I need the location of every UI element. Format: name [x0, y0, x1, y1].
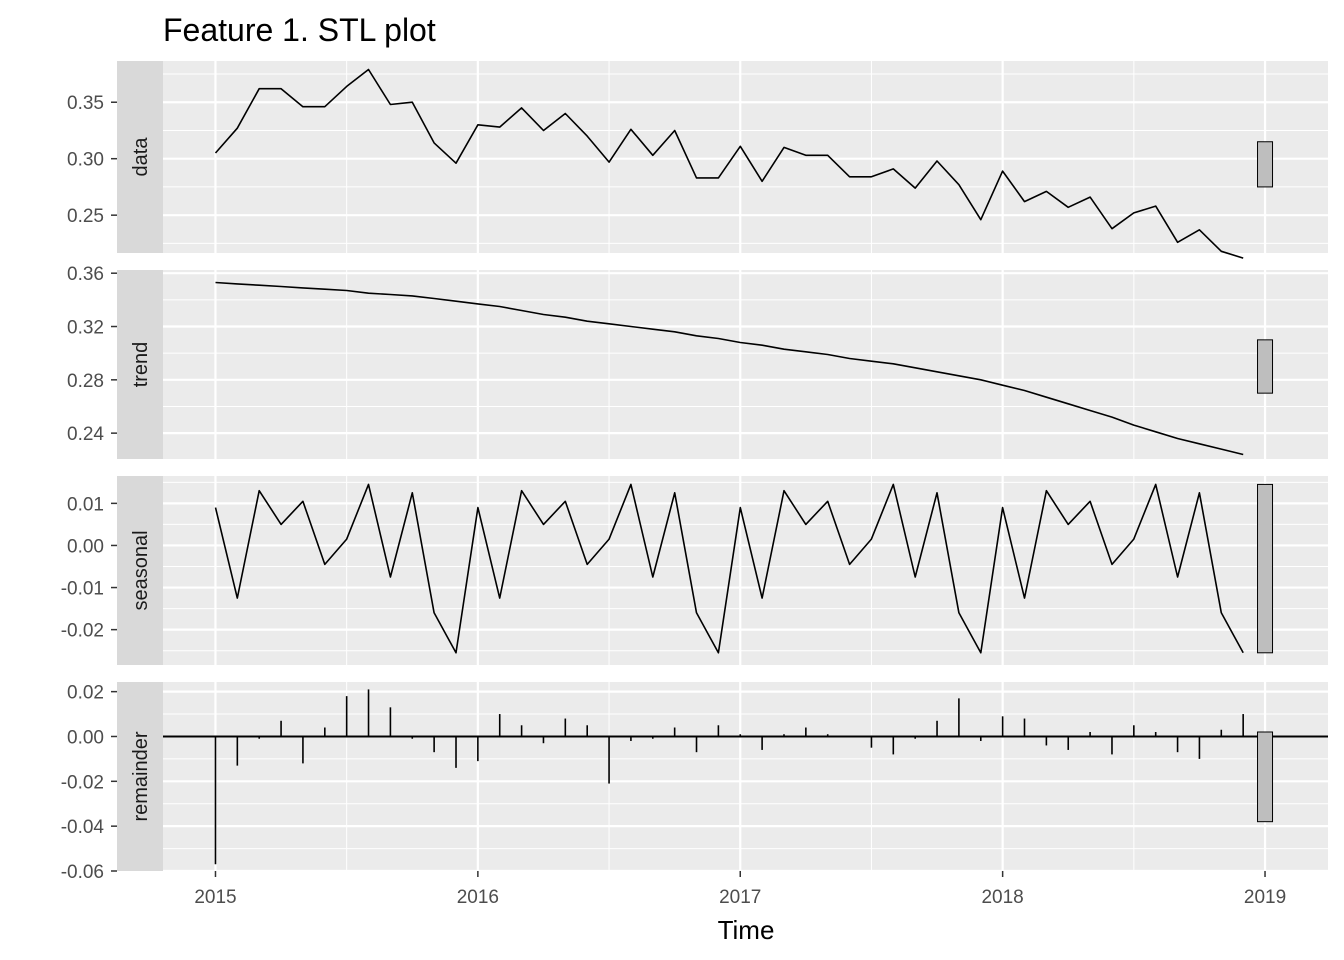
x-tick-label: 2018 [981, 887, 1023, 908]
y-tick-label: 0.00 [67, 536, 104, 557]
strip-label-remainder: remainder [130, 731, 152, 821]
y-tick-label: 0.30 [67, 150, 104, 171]
x-axis-title: Time [718, 915, 775, 945]
x-tick-label: 2015 [194, 887, 236, 908]
chart-title: Feature 1. STL plot [163, 12, 436, 48]
strip-data [117, 61, 163, 253]
series-line-seasonal [214, 483, 1244, 654]
x-tick-label: 2019 [1244, 887, 1286, 908]
y-tick-label: -0.01 [61, 579, 104, 600]
y-tick-label: 0.00 [67, 727, 104, 748]
panel-background [163, 61, 1328, 253]
x-axis: 2015 2016 2017 2018 2019 [194, 871, 1286, 908]
y-tick-label: 0.25 [67, 206, 104, 227]
panel-seasonal: seasonal -0.02 -0.01 0.00 0.01 [61, 476, 1328, 665]
y-tick-label: 0.28 [67, 371, 104, 392]
strip-label-trend: trend [130, 342, 152, 388]
series-line-data [214, 68, 1244, 259]
strip-trend [117, 270, 163, 459]
y-tick-label: 0.36 [67, 264, 104, 285]
y-tick-label: -0.04 [61, 817, 105, 838]
strip-remainder [117, 682, 163, 871]
y-tick-label: -0.02 [61, 621, 104, 642]
y-tick-label: -0.06 [61, 862, 104, 883]
x-tick-label: 2016 [457, 887, 499, 908]
panel-remainder: remainder -0.06 -0.04 -0.02 0.00 0.02 [61, 682, 1328, 883]
strip-label-seasonal: seasonal [130, 530, 152, 610]
panels-layer: data 0.25 0.30 0.35 trend 0.24 0.28 0.32 0.36 sea… [61, 61, 1328, 883]
y-tick-label: 0.35 [67, 93, 104, 114]
y-tick-label: 0.24 [67, 424, 104, 445]
y-tick-label: -0.02 [61, 772, 104, 793]
panel-data: data 0.25 0.30 0.35 [67, 61, 1328, 259]
y-tick-label: 0.02 [67, 683, 104, 704]
y-tick-label: 0.01 [67, 494, 104, 515]
y-tick-label: 0.32 [67, 318, 104, 339]
range-bar-remainder [1257, 731, 1274, 823]
range-bar-trend [1257, 339, 1274, 394]
strip-label-data: data [130, 137, 152, 177]
panel-background [163, 682, 1328, 871]
panel-trend: trend 0.24 0.28 0.32 0.36 [67, 264, 1328, 459]
series-line-trend [215, 281, 1244, 456]
range-bar-seasonal [1257, 483, 1274, 654]
range-bar-data [1257, 141, 1274, 188]
x-tick-label: 2017 [719, 887, 761, 908]
strip-seasonal [117, 476, 163, 665]
